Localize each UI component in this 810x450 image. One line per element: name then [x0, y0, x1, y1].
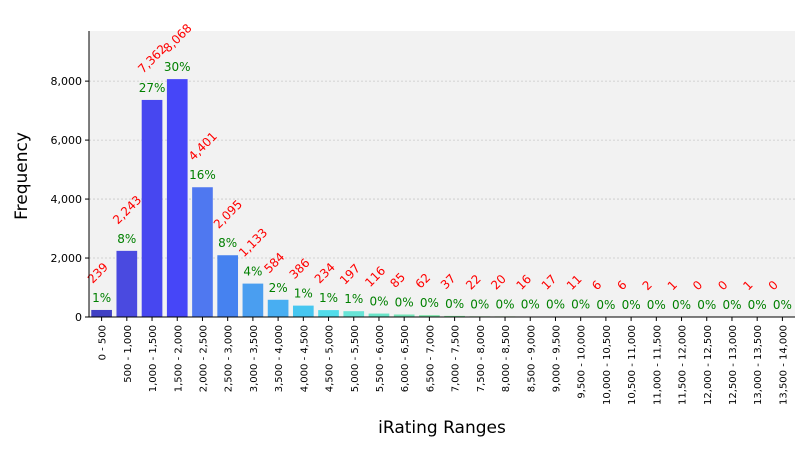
x-axis-ticks: 0 - 500 500 - 1,000 1,000 - 1,500 1,500 - 2…: [98, 317, 789, 405]
bar: [444, 315, 465, 317]
percent-label: 0%: [445, 297, 464, 311]
x-tick-label: 1,000 - 1,500: [148, 325, 159, 392]
bar: [267, 299, 289, 317]
percent-label: 0%: [496, 297, 515, 311]
percent-label: 2%: [269, 281, 288, 295]
x-tick-label: 0 - 500: [98, 325, 109, 360]
x-tick-label: 11,500 - 12,000: [678, 325, 689, 405]
x-tick-label: 6,000 - 6,500: [400, 325, 411, 392]
bar: [141, 99, 163, 317]
bar: [318, 310, 339, 317]
percent-label: 1%: [92, 291, 111, 305]
x-tick-label: 10,000 - 10,500: [602, 325, 613, 405]
x-tick-label: 11,000 - 11,500: [652, 325, 663, 405]
percent-label: 0%: [773, 298, 792, 312]
x-tick-label: 7,500 - 8,000: [476, 325, 487, 392]
bar: [166, 79, 188, 317]
x-tick-label: 12,500 - 13,000: [728, 325, 739, 405]
bar: [91, 309, 112, 317]
y-axis-title: Frequency: [12, 132, 32, 220]
bar: [393, 314, 415, 317]
percent-label: 0%: [697, 298, 716, 312]
x-tick-label: 8,500 - 9,000: [526, 325, 537, 392]
x-tick-label: 4,500 - 5,000: [325, 325, 336, 392]
percent-label: 8%: [117, 232, 136, 246]
x-tick-label: 2,000 - 2,500: [198, 325, 209, 392]
percent-label: 0%: [647, 298, 666, 312]
bar: [242, 283, 264, 317]
percent-label: 8%: [218, 236, 237, 250]
x-tick-label: 6,500 - 7,000: [425, 325, 436, 392]
percent-label: 0%: [470, 297, 489, 311]
x-tick-label: 12,000 - 12,500: [703, 325, 714, 405]
percent-label: 1%: [344, 292, 363, 306]
percent-label: 16%: [189, 168, 216, 182]
x-tick-label: 2,500 - 3,000: [224, 325, 235, 392]
x-tick-label: 3,500 - 4,000: [274, 325, 285, 392]
percent-label: 0%: [420, 296, 439, 310]
x-tick-label: 9,000 - 9,500: [551, 325, 562, 392]
x-tick-label: 500 - 1,000: [123, 325, 134, 383]
percent-label: 0%: [596, 298, 615, 312]
percent-label: 1%: [294, 287, 313, 301]
y-tick-label: 6,000: [51, 134, 83, 147]
x-tick-label: 8,000 - 8,500: [501, 325, 512, 392]
percent-label: 1%: [319, 291, 338, 305]
percent-label: 0%: [395, 295, 414, 309]
percent-label: 0%: [748, 298, 767, 312]
y-axis-ticks: 0 2,000 4,000 6,000 8,000: [51, 75, 89, 324]
bar: [368, 313, 390, 317]
bar: [419, 315, 440, 317]
x-tick-label: 13,000 - 13,500: [753, 325, 764, 405]
percent-label: 27%: [139, 81, 166, 95]
x-tick-label: 4,000 - 4,500: [299, 325, 310, 392]
percent-label: 0%: [672, 298, 691, 312]
percent-label: 0%: [369, 295, 388, 309]
y-tick-label: 0: [75, 311, 82, 324]
percent-label: 0%: [546, 297, 565, 311]
x-axis-title: iRating Ranges: [378, 418, 506, 438]
percent-label: 0%: [722, 298, 741, 312]
x-tick-label: 5,500 - 6,000: [375, 325, 386, 392]
x-tick-label: 3,000 - 3,500: [249, 325, 260, 392]
bar: [343, 311, 365, 317]
x-tick-label: 1,500 - 2,000: [173, 325, 184, 392]
bar: [192, 187, 213, 317]
x-tick-label: 7,000 - 7,500: [451, 325, 462, 392]
percent-label: 0%: [521, 298, 540, 312]
percent-label: 0%: [622, 298, 641, 312]
y-tick-label: 4,000: [51, 193, 83, 206]
x-tick-label: 10,500 - 11,000: [627, 325, 638, 405]
percent-label: 0%: [571, 298, 590, 312]
x-tick-label: 13,500 - 14,000: [778, 325, 789, 405]
y-tick-label: 8,000: [51, 75, 83, 88]
percent-label: 30%: [164, 60, 191, 74]
y-tick-label: 2,000: [51, 252, 83, 265]
bar: [116, 250, 138, 317]
x-tick-label: 5,000 - 5,500: [350, 325, 361, 392]
bar: [217, 255, 239, 317]
bar: [292, 305, 314, 317]
percent-label: 4%: [243, 265, 262, 279]
x-tick-label: 9,500 - 10,000: [577, 325, 588, 399]
